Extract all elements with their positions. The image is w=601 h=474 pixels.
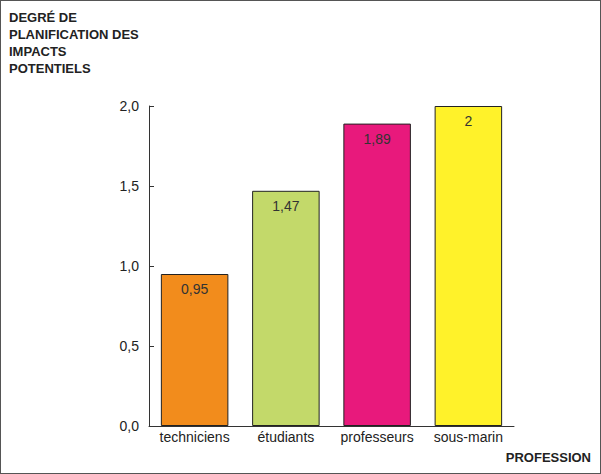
svg-text:0,95: 0,95 bbox=[181, 281, 208, 297]
svg-text:techniciens: techniciens bbox=[160, 429, 230, 445]
svg-text:DEGRÉ DE: DEGRÉ DE bbox=[9, 10, 81, 25]
svg-text:2: 2 bbox=[464, 113, 472, 129]
svg-text:1,5: 1,5 bbox=[120, 178, 140, 194]
svg-text:1,0: 1,0 bbox=[120, 258, 140, 274]
svg-text:POTENTIELS: POTENTIELS bbox=[9, 61, 91, 76]
svg-text:2,0: 2,0 bbox=[120, 98, 140, 114]
svg-text:PROFESSION: PROFESSION bbox=[506, 450, 591, 465]
svg-text:PLANIFICATION DES: PLANIFICATION DES bbox=[9, 27, 142, 42]
svg-text:IMPACTS: IMPACTS bbox=[9, 44, 70, 59]
svg-text:professeurs: professeurs bbox=[341, 429, 414, 445]
svg-text:sous-marin: sous-marin bbox=[434, 429, 503, 445]
svg-text:1,89: 1,89 bbox=[364, 131, 391, 147]
svg-text:1,47: 1,47 bbox=[272, 198, 299, 214]
svg-text:0,0: 0,0 bbox=[120, 418, 140, 434]
svg-text:0,5: 0,5 bbox=[120, 338, 140, 354]
svg-text:étudiants: étudiants bbox=[257, 429, 314, 445]
